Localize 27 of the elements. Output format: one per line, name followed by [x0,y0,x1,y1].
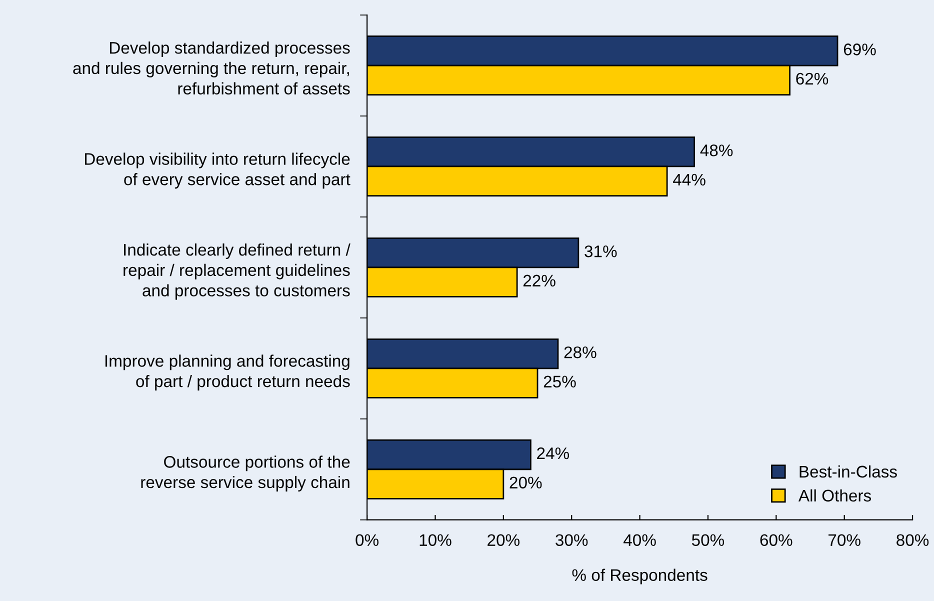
data-label: 20% [510,476,542,488]
x-axis-title: % of Respondents [572,568,708,584]
legend-label: Best-in-Class [800,465,897,478]
data-label: 24% [537,447,570,460]
data-label: 25% [544,376,576,388]
legend-label: All Others [798,489,871,502]
x-tick-label: 70% [828,534,860,546]
x-tick-label: 20% [488,534,520,546]
x-tick-label: 40% [623,534,656,546]
data-label: 22% [523,274,556,286]
data-label: 28% [564,346,596,358]
y-tick-label: Develop visibility into return lifecycle of every service asset and part [85,152,350,189]
y-tick-label: Improve planning and forecasting of part / product return needs [106,354,350,391]
x-tick-label: 80% [896,534,929,546]
data-label: 31% [584,245,617,258]
y-tick-label: Develop standardized processes and rules governing the return, repair, refurbishment of assets [73,42,350,94]
x-tick-label: 30% [556,534,588,546]
y-tick-label: Outsource portions of the reverse service supply chain [141,456,350,492]
y-tick-label: Indicate clearly defined return / repair / replacement guidelines and processes to customers [124,243,350,300]
data-label: 62% [796,72,828,85]
data-label: 48% [700,144,733,156]
data-label: 44% [673,174,706,186]
x-tick-label: 60% [760,534,792,546]
x-tick-label: 50% [692,534,724,546]
x-tick-label: 10% [420,534,452,546]
data-label: 69% [844,44,876,56]
x-tick-label: 0% [356,534,379,546]
